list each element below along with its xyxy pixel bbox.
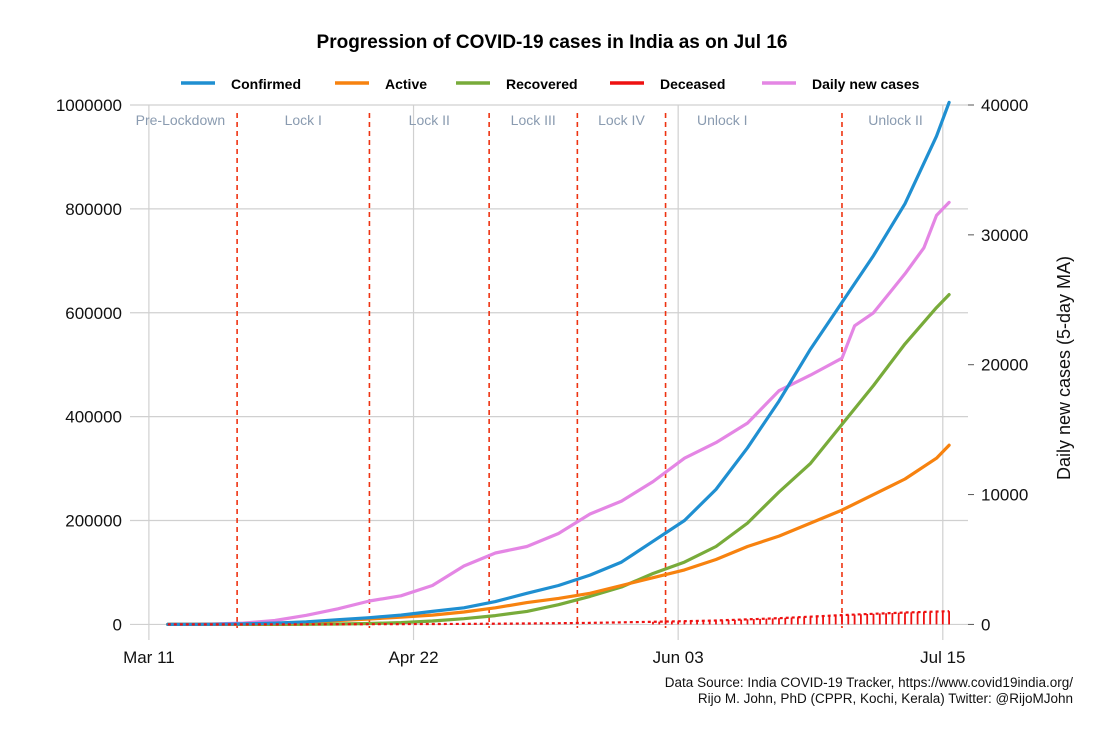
y-right-tick-label: 30000 xyxy=(981,226,1028,245)
x-tick-label: Jul 15 xyxy=(920,648,965,667)
y-left-tick-label: 1000000 xyxy=(56,96,122,115)
y-right-tick-label: 10000 xyxy=(981,486,1028,505)
series-line-daily-new-cases xyxy=(166,200,951,627)
y-right-axis-label: Daily new cases (5-day MA) xyxy=(1054,256,1074,480)
series-line-confirmed xyxy=(166,100,951,627)
series-line-recovered xyxy=(166,293,951,627)
phase-label: Pre-Lockdown xyxy=(136,112,226,128)
y-right-tick-label: 0 xyxy=(981,615,990,634)
chart-title: Progression of COVID-19 cases in India a… xyxy=(317,32,788,53)
legend: Confirmed Active Recovered Deceased Daily ne… xyxy=(181,76,920,92)
series-group xyxy=(166,100,951,627)
phase-label: Lock II xyxy=(409,112,450,128)
source-line-2: Rijo M. John, PhD (CPPR, Kochi, Kerala) … xyxy=(698,691,1073,706)
axes: 0 200000 400000 600000 800000 1000000 0 10000 20… xyxy=(56,96,1028,667)
source-line-1: Data Source: India COVID-19 Tracker, htt… xyxy=(665,675,1073,690)
phase-label: Unlock I xyxy=(697,112,748,128)
legend-label-active: Active xyxy=(385,76,427,92)
phase-label: Lock I xyxy=(285,112,322,128)
x-tick-label: Apr 22 xyxy=(388,648,438,667)
y-left-tick-label: 600000 xyxy=(65,304,122,323)
x-tick-label: Jun 03 xyxy=(653,648,704,667)
y-left-tick-label: 200000 xyxy=(65,512,122,531)
y-left-tick-label: 0 xyxy=(113,615,122,634)
series-line-deceased xyxy=(167,610,950,626)
legend-label-daily-new-cases: Daily new cases xyxy=(812,76,920,92)
legend-label-confirmed: Confirmed xyxy=(231,76,301,92)
phase-label: Unlock II xyxy=(868,112,922,128)
legend-label-recovered: Recovered xyxy=(506,76,578,92)
y-right-tick-label: 20000 xyxy=(981,356,1028,375)
legend-label-deceased: Deceased xyxy=(660,76,725,92)
x-tick-label: Mar 11 xyxy=(123,648,175,667)
phase-label: Lock III xyxy=(511,112,556,128)
y-left-tick-label: 800000 xyxy=(65,200,122,219)
y-right-tick-label: 40000 xyxy=(981,96,1028,115)
y-left-tick-label: 400000 xyxy=(65,408,122,427)
phase-label: Lock IV xyxy=(598,112,645,128)
phase-lines: Pre-Lockdown Lock I Lock II Lock III Lock IV… xyxy=(136,112,923,628)
